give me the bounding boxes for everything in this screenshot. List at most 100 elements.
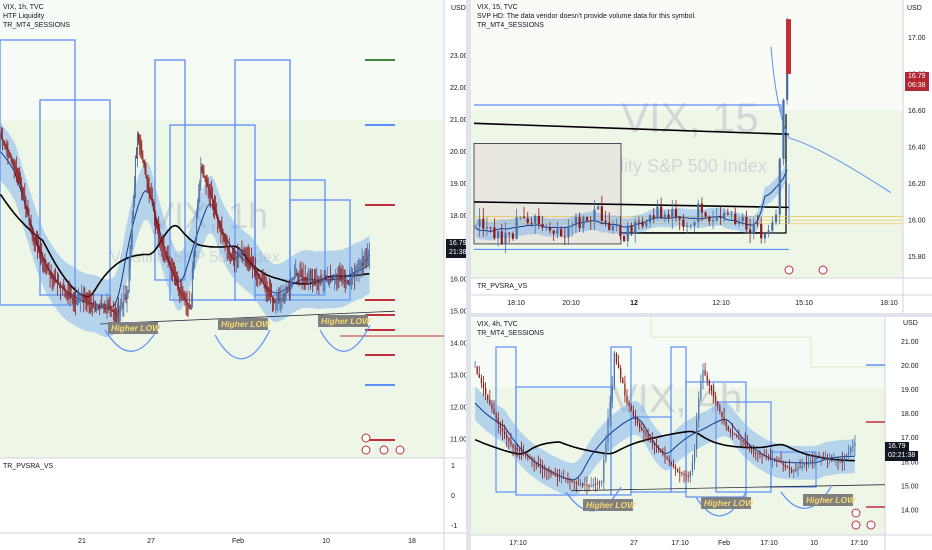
br-candle bbox=[689, 471, 691, 478]
left-candle bbox=[201, 166, 203, 170]
tr-sub-pane-title[interactable]: TR_PVSRA_VS bbox=[477, 283, 528, 290]
left-candle bbox=[297, 273, 299, 275]
br-y-tick-label: 21.00 bbox=[901, 339, 919, 346]
left-candle bbox=[161, 240, 163, 244]
br-session-box bbox=[715, 401, 772, 493]
left-candle bbox=[9, 153, 11, 156]
br-candle bbox=[541, 467, 544, 470]
br-event-flag-icon bbox=[851, 520, 861, 530]
left-candle bbox=[126, 295, 128, 300]
left-event-flag-icon bbox=[361, 445, 371, 455]
left-candle bbox=[340, 277, 342, 279]
left-candle bbox=[249, 260, 251, 262]
left-candle bbox=[123, 299, 125, 303]
br-candle bbox=[664, 454, 666, 457]
br-x-tick-label: 17:10 bbox=[850, 540, 868, 547]
left-candle bbox=[100, 304, 102, 309]
left-indicator-sessions[interactable]: TR_MT4_SESSIONS bbox=[3, 22, 70, 29]
tr-candle bbox=[741, 216, 744, 222]
left-candle bbox=[169, 263, 171, 267]
left-candle bbox=[264, 285, 266, 288]
tr-candle bbox=[700, 203, 704, 213]
left-y-tick-label: 22.00 bbox=[450, 85, 466, 92]
left-higher-low-arc bbox=[319, 324, 371, 352]
br-candle bbox=[831, 459, 833, 461]
left-candle bbox=[84, 298, 86, 300]
tr-indicator-sessions[interactable]: TR_MT4_SESSIONS bbox=[477, 22, 544, 29]
bottom-right-chart-svg[interactable]: VIX, 4h21.0020.0019.0018.0017.0016.0015.… bbox=[471, 317, 932, 550]
left-candle bbox=[203, 173, 205, 177]
br-candle bbox=[748, 446, 751, 449]
left-candle bbox=[157, 226, 159, 229]
tr-blue-range-top bbox=[474, 104, 782, 115]
br-candle bbox=[757, 453, 759, 455]
tr-candle bbox=[593, 209, 596, 222]
left-candle bbox=[49, 271, 51, 274]
tr-candle bbox=[537, 215, 540, 224]
left-candle bbox=[88, 301, 90, 303]
left-candle bbox=[158, 228, 160, 236]
left-candle bbox=[132, 204, 134, 218]
tr-candle bbox=[774, 214, 778, 223]
left-candle bbox=[212, 199, 214, 205]
left-x-tick-label: 18 bbox=[408, 538, 416, 545]
left-candle bbox=[82, 298, 84, 299]
br-indicator-sessions[interactable]: TR_MT4_SESSIONS bbox=[477, 330, 544, 337]
left-candle bbox=[143, 161, 145, 165]
left-candle bbox=[305, 278, 307, 281]
left-candle bbox=[110, 309, 112, 311]
left-sub-pane-title[interactable]: TR_PVSRA_VS bbox=[3, 463, 54, 470]
br-candle bbox=[719, 405, 721, 412]
left-candle bbox=[180, 291, 182, 294]
br-candle bbox=[613, 352, 615, 386]
left-candle bbox=[356, 270, 358, 276]
tr-event-flag-icon bbox=[818, 265, 828, 275]
br-candle bbox=[628, 402, 630, 406]
tr-candle bbox=[752, 223, 755, 233]
br-candle bbox=[691, 462, 694, 472]
br-candle bbox=[474, 366, 476, 368]
br-candle bbox=[704, 370, 706, 376]
left-candle bbox=[41, 255, 43, 258]
left-candle bbox=[221, 230, 223, 235]
left-candle bbox=[160, 238, 162, 241]
left-candle bbox=[35, 241, 37, 245]
br-candle bbox=[772, 459, 774, 460]
br-candle bbox=[814, 458, 816, 461]
horizontal-splitter[interactable] bbox=[471, 313, 932, 317]
tr-watermark-symbol: VIX, 15 bbox=[621, 94, 759, 141]
left-event-flag-icon bbox=[379, 445, 389, 455]
br-candle bbox=[721, 411, 723, 418]
left-candle bbox=[44, 261, 46, 264]
left-session-box bbox=[289, 199, 351, 301]
br-higher-low-label-bg bbox=[701, 497, 751, 509]
vertical-splitter[interactable] bbox=[466, 0, 471, 550]
tr-watermark-name: Volatility S&P 500 Index bbox=[576, 156, 767, 176]
left-candle bbox=[175, 277, 177, 280]
left-candle bbox=[285, 291, 287, 294]
br-candle bbox=[476, 366, 478, 375]
br-candle bbox=[801, 465, 803, 469]
left-candle bbox=[225, 241, 227, 245]
br-candle bbox=[744, 442, 746, 445]
tr-indicator-svp[interactable]: SVP HD: The data vendor doesn't provide … bbox=[477, 13, 696, 20]
left-y-tick-label: 15.00 bbox=[450, 309, 466, 316]
left-candle bbox=[254, 266, 256, 269]
left-candle bbox=[83, 298, 85, 300]
left-y-tick-label: 11.00 bbox=[450, 437, 466, 444]
left-candle bbox=[236, 256, 238, 259]
left-candle bbox=[367, 255, 369, 257]
left-chart-pane[interactable]: VIX, 1h Volatility S&P 500 Index 23.00 22.0… bbox=[0, 0, 466, 550]
tr-candle bbox=[756, 223, 759, 225]
bottom-right-chart-pane[interactable]: VIX, 4h 21.00 20.00 19.00 18.00 17.00 16.00 15.… bbox=[471, 317, 932, 550]
tr-candle bbox=[611, 225, 615, 231]
left-candle bbox=[210, 193, 212, 198]
left-candle bbox=[357, 268, 359, 271]
br-candle bbox=[839, 461, 841, 463]
br-candle bbox=[681, 473, 683, 474]
br-candle bbox=[484, 387, 487, 395]
left-indicator-htf[interactable]: HTF Liquidity bbox=[3, 13, 45, 20]
